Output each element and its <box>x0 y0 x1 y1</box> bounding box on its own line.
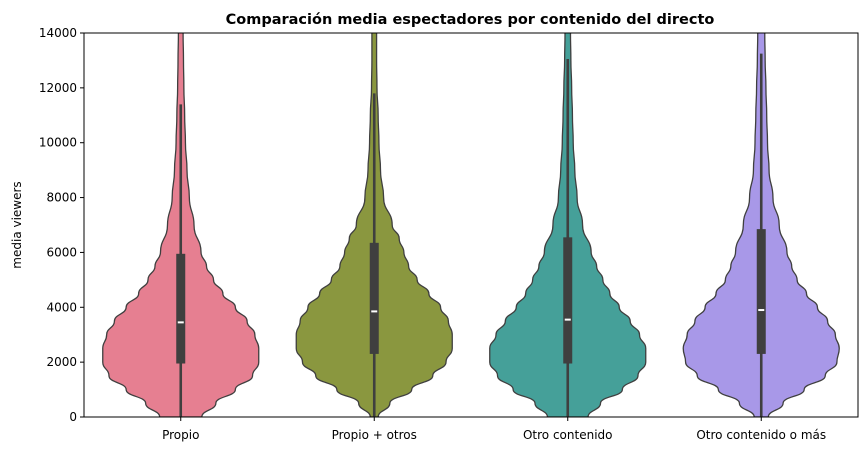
violin-2 <box>295 33 453 417</box>
violin-3 <box>489 33 647 417</box>
y-axis-ticks: 0 2000 4000 6000 8000 10000 12000 14000 <box>39 26 84 424</box>
violins-group <box>102 33 840 417</box>
y-tick-label: 12000 <box>39 81 77 95</box>
y-tick-label: 6000 <box>46 245 77 259</box>
violin-iqr-box <box>756 229 766 354</box>
violin-iqr-box <box>369 242 379 354</box>
chart-title: Comparación media espectadores por conte… <box>226 12 715 28</box>
violin-iqr-box <box>563 237 573 364</box>
y-tick-label: 8000 <box>46 191 77 205</box>
x-axis-ticks: Propio Propio + otros Otro contenido Otro c… <box>162 417 826 442</box>
y-tick-label: 4000 <box>46 300 77 314</box>
violin-iqr-box <box>176 253 186 364</box>
y-tick-label: 14000 <box>39 26 77 40</box>
x-tick-label: Propio <box>162 428 199 442</box>
y-tick-label: 0 <box>69 410 77 424</box>
y-tick-label: 2000 <box>46 355 77 369</box>
plot-frame <box>83 32 859 418</box>
y-tick-label: 10000 <box>39 136 77 150</box>
violin-1 <box>102 33 260 417</box>
violin-4 <box>682 33 840 417</box>
x-tick-label: Propio + otros <box>332 428 417 442</box>
x-tick-label: Otro contenido o más <box>696 428 826 442</box>
y-axis-label: media viewers <box>10 181 24 268</box>
x-tick-label: Otro contenido <box>523 428 613 442</box>
